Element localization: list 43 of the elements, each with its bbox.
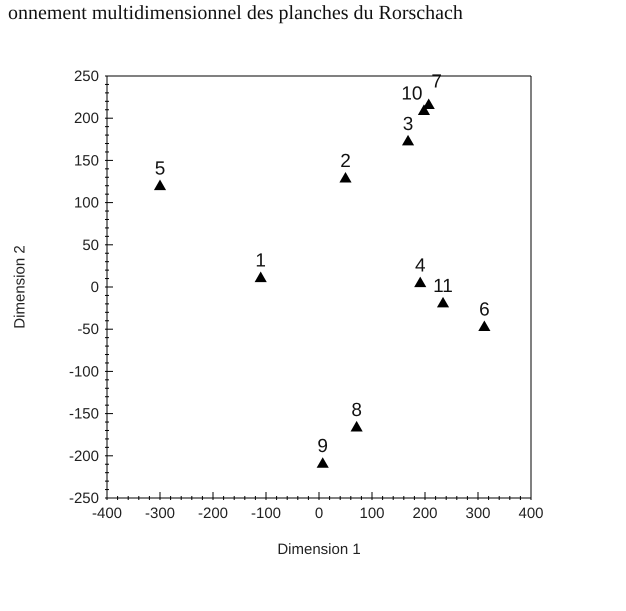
y-tick-label: -50 xyxy=(77,321,99,338)
x-tick-label: -300 xyxy=(144,505,176,522)
x-tick-label: 300 xyxy=(465,505,491,522)
point xyxy=(154,180,166,190)
x-tick-label: 400 xyxy=(518,505,544,522)
x-axis-title: Dimension 1 xyxy=(277,541,361,558)
point xyxy=(316,457,329,468)
x-tick-label: 200 xyxy=(412,505,438,522)
point xyxy=(478,320,490,332)
y-tick-label: 150 xyxy=(74,152,99,170)
annotation: 3 xyxy=(402,114,414,135)
y-tick-label: 0 xyxy=(90,279,99,296)
y-axis-title: Dimension 2 xyxy=(11,245,28,329)
x-tick-label: 100 xyxy=(359,505,385,522)
point xyxy=(339,172,352,182)
annotation: 9 xyxy=(317,436,328,458)
y-tick-label: -250 xyxy=(68,490,99,507)
point xyxy=(350,420,363,432)
annotation: 5 xyxy=(154,158,166,180)
y-tick-label: 250 xyxy=(74,68,99,85)
x-tick-label: -200 xyxy=(198,505,228,522)
annotation: 7 xyxy=(431,72,442,93)
x-tick-label: 0 xyxy=(314,505,324,522)
annotation: 10 xyxy=(401,83,423,104)
point xyxy=(414,276,426,288)
y-tick-label: -100 xyxy=(68,363,99,380)
y-tick-label: 100 xyxy=(74,194,99,212)
annotation: 4 xyxy=(414,256,426,277)
annotation: 11 xyxy=(433,276,453,297)
point xyxy=(254,272,267,282)
annotation: 8 xyxy=(351,400,362,421)
annotation: 6 xyxy=(479,300,490,321)
annotation: 2 xyxy=(340,150,351,172)
y-tick-label: 200 xyxy=(74,110,99,128)
x-tick-label: -400 xyxy=(92,505,122,522)
y-tick-label: 50 xyxy=(82,236,99,254)
point xyxy=(402,134,414,146)
chart-title: onnement multidimensionnel des planches du Rorschach xyxy=(8,2,463,25)
point xyxy=(436,296,450,308)
y-tick-label: -150 xyxy=(68,406,99,423)
x-tick-label: -100 xyxy=(250,505,282,522)
annotation: 1 xyxy=(255,250,266,272)
y-tick-label: -200 xyxy=(68,448,99,465)
